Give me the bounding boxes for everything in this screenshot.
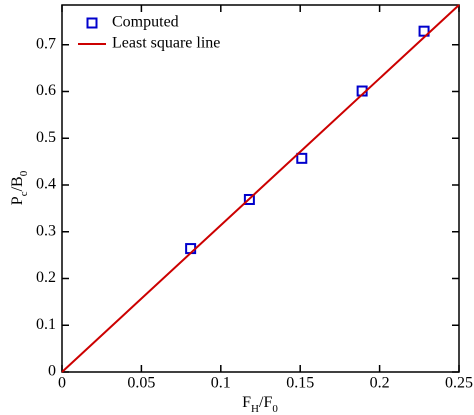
x-tick-label: 0.1 [211, 375, 231, 392]
data-point [418, 25, 430, 37]
legend-label: Least square line [112, 35, 220, 52]
axis-label-part: /F [259, 394, 272, 411]
data-point [243, 193, 255, 205]
y-tick-label: 0.2 [36, 269, 56, 286]
legend-marker [86, 17, 98, 29]
fit-line [61, 4, 460, 373]
y-tick-label: 0 [48, 363, 56, 380]
x-axis-label: FH/F0 [242, 394, 278, 415]
x-tick-label: 0.25 [445, 375, 473, 392]
axis-label-part: F [242, 394, 251, 411]
x-tick-label: 0.2 [370, 375, 390, 392]
plot-frame [61, 4, 460, 373]
axis-label-part: 0 [18, 170, 30, 176]
y-tick-label: 0.4 [36, 176, 56, 193]
y-tick-label: 0.7 [36, 35, 56, 52]
y-tick-label: 0.5 [36, 129, 56, 146]
x-tick-label: 0.15 [286, 375, 314, 392]
axis-label-part: c [18, 191, 30, 196]
y-tick-label: 0.1 [36, 316, 56, 333]
x-tick-label: 0.05 [127, 375, 155, 392]
y-axis-label: Pc/B0 [9, 170, 30, 205]
axis-label-part: /B [9, 176, 26, 191]
data-point [296, 152, 308, 164]
legend-label: Computed [112, 14, 179, 31]
axis-label-part: P [9, 196, 26, 205]
data-point [185, 243, 197, 255]
axis-label-part: H [251, 403, 259, 415]
y-tick-label: 0.3 [36, 222, 56, 239]
x-tick-label: 0 [58, 375, 66, 392]
y-tick-label: 0.6 [36, 82, 56, 99]
axis-label-part: 0 [272, 403, 278, 415]
